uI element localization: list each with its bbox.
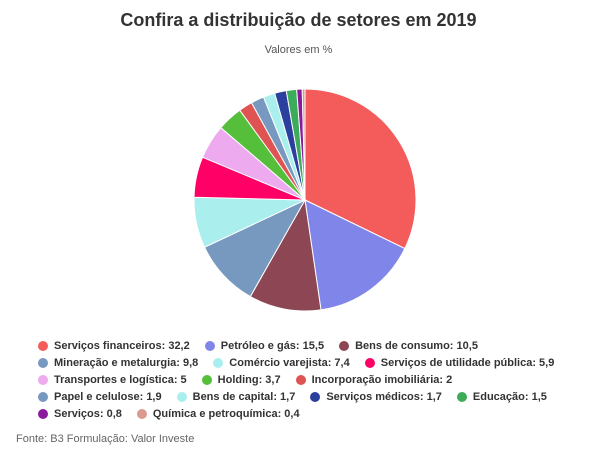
legend-item-11[interactable]: Serviços médicos: 1,7 xyxy=(310,391,442,403)
legend-swatch xyxy=(201,374,212,385)
legend-swatch xyxy=(339,340,350,351)
pie-slice-1[interactable] xyxy=(304,199,406,311)
chart-title: Confira a distribuição de setores em 201… xyxy=(120,10,477,30)
pie-slice-14[interactable] xyxy=(301,88,306,201)
legend-label: Educação: 1,5 xyxy=(472,390,547,403)
legend-label: Serviços médicos: 1,7 xyxy=(326,390,442,403)
legend-swatch xyxy=(136,408,147,419)
legend-item-4[interactable]: Comércio varejista: 7,4 xyxy=(213,356,350,369)
legend-row: Papel e celulose: 1,9 Bens de capital: 1,… xyxy=(38,388,597,405)
legend-swatch xyxy=(38,374,48,385)
legend-label: Bens de consumo: 10,5 xyxy=(355,339,478,352)
legend-label: Papel e celulose: 1,9 xyxy=(54,390,162,403)
legend-item-13[interactable]: Serviços: 0,8 xyxy=(38,408,122,420)
legend-label: Transportes e logística: 5 xyxy=(54,373,187,386)
legend-label: Bens de capital: 1,7 xyxy=(192,390,296,403)
legend-item-12[interactable]: Educação: 1,5 xyxy=(456,390,547,403)
pie-slices xyxy=(193,88,417,312)
legend-row: Serviços: 0,8 Química e petroquímica: 0,4 xyxy=(38,405,597,422)
legend-swatch xyxy=(213,357,224,368)
legend-item-0[interactable]: Serviços financeiros: 32,2 xyxy=(38,340,190,352)
legend-item-2[interactable]: Bens de consumo: 10,5 xyxy=(339,340,478,352)
pie-slice-2[interactable] xyxy=(249,198,322,312)
legend-label: Incorporação imobiliária: 2 xyxy=(311,373,453,386)
legend-swatch xyxy=(38,340,48,351)
pie-slice-0[interactable] xyxy=(304,88,417,250)
chart-legend: Serviços financeiros: 32,2 Petróleo e gás… xyxy=(38,337,597,422)
legend-swatch xyxy=(204,340,215,351)
legend-item-14[interactable]: Química e petroquímica: 0,4 xyxy=(136,407,300,420)
legend-label: Serviços: 0,8 xyxy=(54,407,122,420)
legend-item-10[interactable]: Bens de capital: 1,7 xyxy=(176,390,296,403)
chart-subtitle: Valores em % xyxy=(264,44,333,56)
legend-swatch xyxy=(38,391,48,402)
legend-swatch xyxy=(310,391,321,402)
legend-swatch xyxy=(176,391,187,402)
legend-label: Química e petroquímica: 0,4 xyxy=(152,407,300,420)
legend-row: Transportes e logística: 5 Holding: 3,7 In… xyxy=(38,371,597,388)
legend-swatch xyxy=(364,357,375,368)
legend-swatch xyxy=(38,357,48,368)
legend-swatch xyxy=(295,374,306,385)
pie-chart xyxy=(193,88,417,312)
legend-label: Petróleo e gás: 15,5 xyxy=(220,339,325,352)
legend-item-8[interactable]: Incorporação imobiliária: 2 xyxy=(295,373,453,386)
legend-row: Serviços financeiros: 32,2 Petróleo e gás… xyxy=(38,337,597,354)
legend-label: Holding: 3,7 xyxy=(217,373,281,386)
source-note: Fonte: B3 Formulação: Valor Investe xyxy=(16,433,195,445)
legend-label: Mineração e metalurgia: 9,8 xyxy=(54,356,199,369)
legend-item-1[interactable]: Petróleo e gás: 15,5 xyxy=(204,339,325,352)
legend-swatch xyxy=(456,391,467,402)
legend-item-9[interactable]: Papel e celulose: 1,9 xyxy=(38,391,162,403)
legend-row: Mineração e metalurgia: 9,8 Comércio vare… xyxy=(38,354,597,371)
legend-swatch xyxy=(38,408,48,419)
legend-item-5[interactable]: Serviços de utilidade pública: 5,9 xyxy=(364,356,555,369)
legend-label: Comércio varejista: 7,4 xyxy=(229,356,350,369)
legend-item-3[interactable]: Mineração e metalurgia: 9,8 xyxy=(38,357,198,369)
legend-item-6[interactable]: Transportes e logística: 5 xyxy=(38,374,187,386)
legend-item-7[interactable]: Holding: 3,7 xyxy=(201,373,281,386)
legend-label: Serviços financeiros: 32,2 xyxy=(54,339,190,352)
legend-label: Serviços de utilidade pública: 5,9 xyxy=(380,356,555,369)
